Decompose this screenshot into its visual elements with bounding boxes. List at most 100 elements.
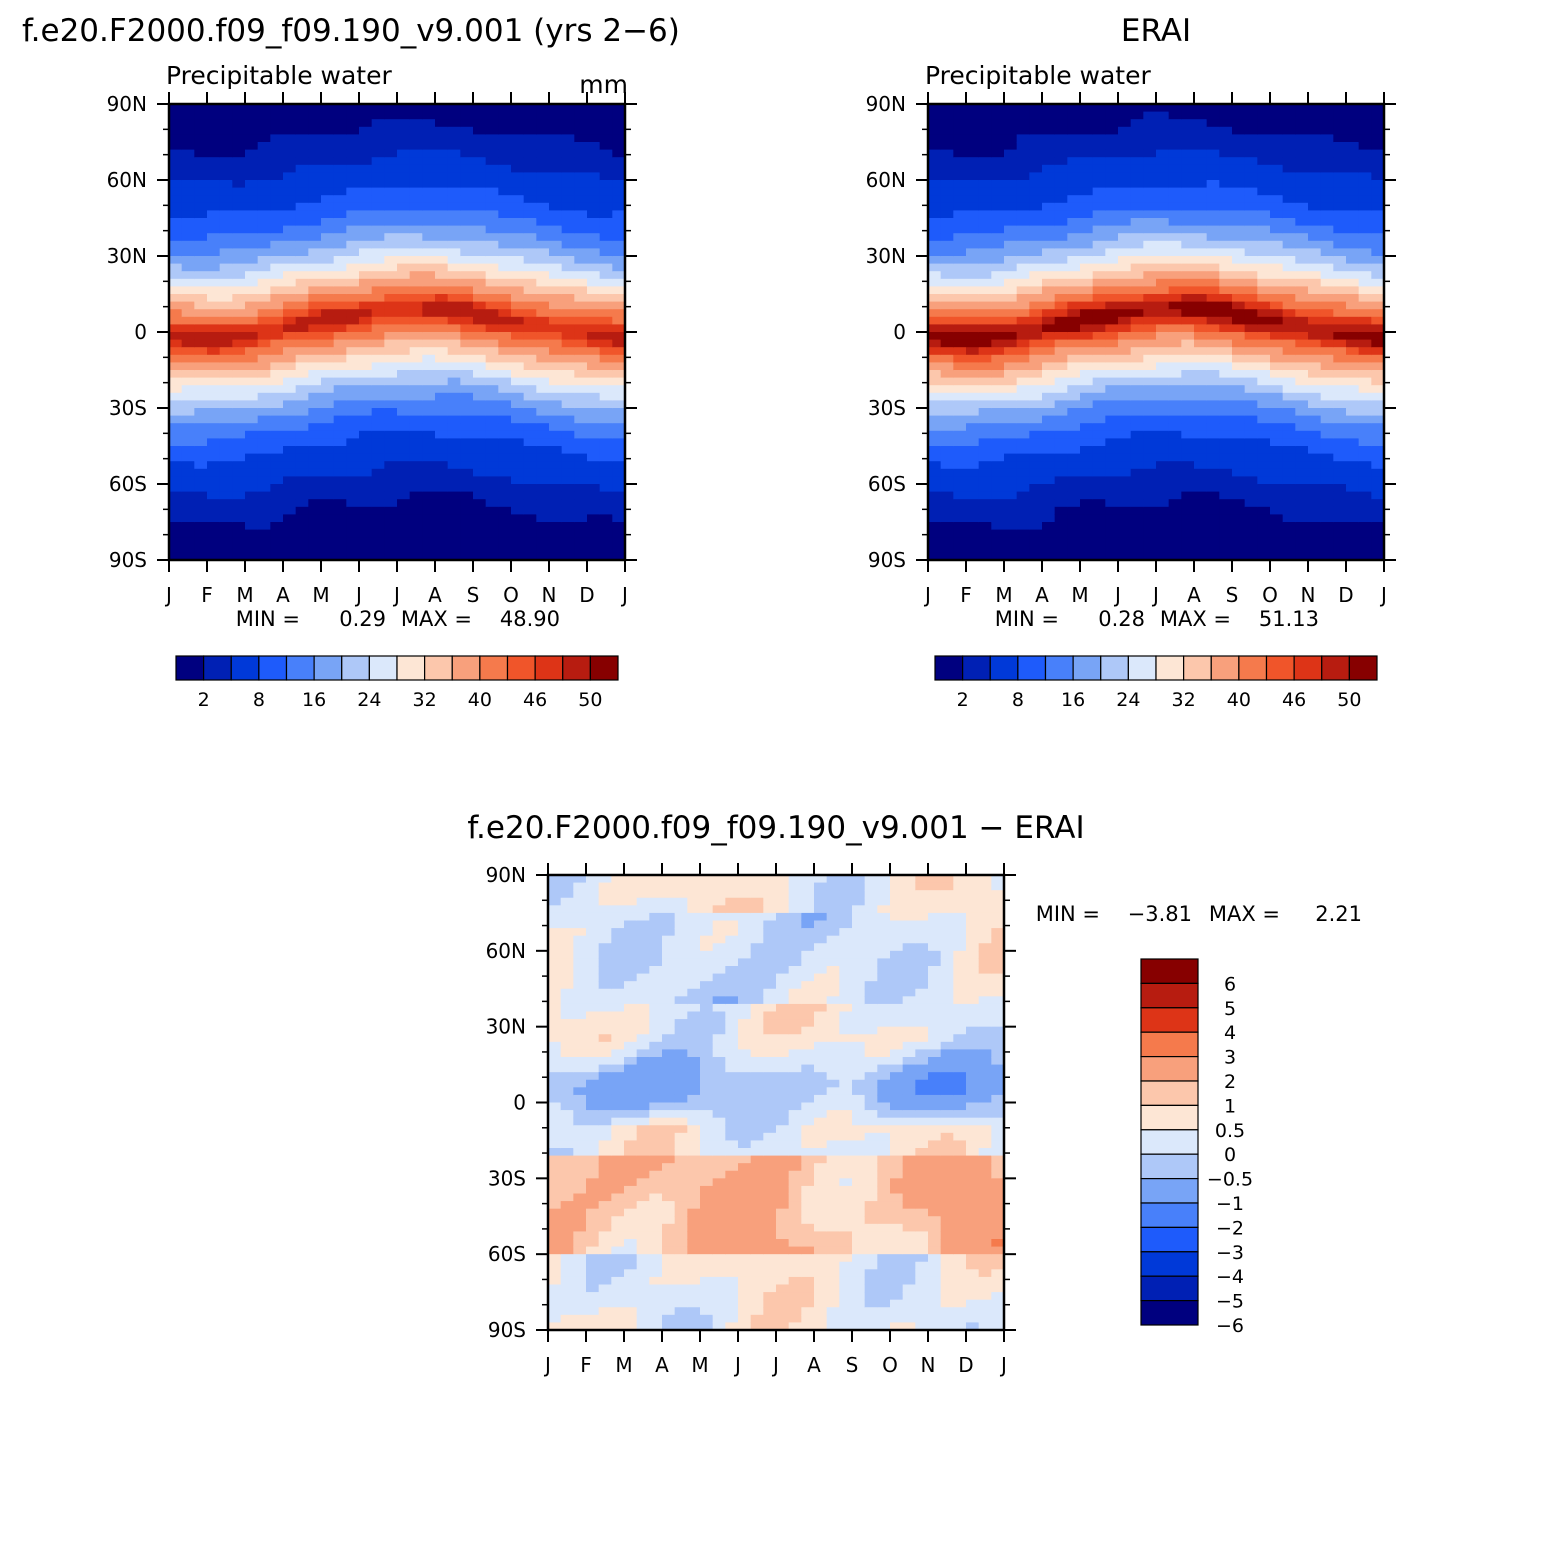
heatmap-cell [1371, 278, 1385, 287]
heatmap-cell [1168, 332, 1182, 341]
heatmap-cell [1181, 256, 1195, 265]
heatmap-cell [511, 453, 525, 462]
heatmap-cell [548, 1307, 562, 1316]
heatmap-cell [978, 233, 992, 242]
heatmap-cell [1371, 309, 1385, 318]
heatmap-cell [181, 172, 195, 181]
heatmap-cell [1295, 438, 1309, 447]
heatmap-cell [612, 301, 626, 310]
heatmap-cell [1194, 180, 1208, 189]
heatmap-cell [1282, 537, 1296, 546]
heatmap-cell [1295, 514, 1309, 523]
heatmap-cell [308, 461, 322, 470]
heatmap-cell [561, 256, 575, 265]
heatmap-cell [207, 294, 221, 303]
heatmap-cell [219, 195, 233, 204]
heatmap-cell [1320, 256, 1334, 265]
heatmap-cell [1168, 446, 1182, 455]
heatmap-cell [1029, 468, 1043, 477]
heatmap-cell [523, 195, 537, 204]
heatmap-cell [991, 392, 1005, 401]
heatmap-cell [460, 225, 474, 234]
heatmap-cell [232, 164, 246, 173]
heatmap-cell [1118, 286, 1132, 295]
heatmap-cell [308, 187, 322, 196]
heatmap-cell [181, 294, 195, 303]
heatmap-cell [1130, 423, 1144, 432]
heatmap-cell [1168, 164, 1182, 173]
heatmap-cell [1181, 202, 1195, 211]
heatmap-cell [460, 354, 474, 363]
heatmap-cell [966, 491, 980, 500]
heatmap-cell [587, 240, 601, 249]
heatmap-cell [295, 362, 309, 371]
heatmap-cell [1181, 301, 1195, 310]
heatmap-cell [1067, 476, 1081, 485]
heatmap-cell [295, 453, 309, 462]
heatmap-cell [549, 468, 563, 477]
heatmap-cell [1232, 195, 1246, 204]
heatmap-cell [523, 187, 537, 196]
heatmap-cell [548, 1011, 562, 1020]
heatmap-cell [219, 499, 233, 508]
heatmap-cell [599, 430, 613, 439]
heatmap-cell [1282, 339, 1296, 348]
heatmap-cell [384, 514, 398, 523]
heatmap-cell [384, 256, 398, 265]
heatmap-cell [473, 172, 487, 181]
heatmap-cell [1244, 537, 1258, 546]
heatmap-cell [978, 149, 992, 158]
heatmap-cell [207, 225, 221, 234]
heatmap-cell [624, 1284, 638, 1293]
heatmap-cell [1232, 149, 1246, 158]
heatmap-cell [169, 134, 183, 143]
heatmap-cell [1092, 392, 1106, 401]
heatmap-cell [1358, 400, 1372, 409]
heatmap-cell [928, 316, 942, 325]
heatmap-cell [1092, 316, 1106, 325]
heatmap-cell [1042, 324, 1056, 333]
heatmap-cell [511, 157, 525, 166]
heatmap-cell [1042, 453, 1056, 462]
heatmap-cell [1232, 301, 1246, 310]
heatmap-cell [1320, 522, 1334, 531]
heatmap-cell [1016, 164, 1030, 173]
heatmap-cell [966, 499, 980, 508]
heatmap-cell [321, 491, 335, 500]
heatmap-cell [409, 301, 423, 310]
heatmap-cell [1067, 195, 1081, 204]
heatmap-cell [1308, 187, 1322, 196]
colorbar-label: 32 [1172, 689, 1196, 711]
heatmap-cell [1244, 149, 1258, 158]
heatmap-cell [384, 430, 398, 439]
heatmap-cell [1143, 180, 1157, 189]
heatmap-cell [1346, 430, 1360, 439]
heatmap-cell [612, 195, 626, 204]
colorbar-swatch [562, 655, 591, 681]
heatmap-cell [574, 134, 588, 143]
heatmap-cell [511, 172, 525, 181]
heatmap-cell [194, 134, 208, 143]
heatmap-cell [1092, 484, 1106, 493]
heatmap-cell [181, 392, 195, 401]
heatmap-cell [523, 430, 537, 439]
model-colorbar: 2 8 16 24 32 40 46 50 [175, 655, 619, 711]
heatmap-cell [257, 202, 271, 211]
heatmap-cell [1004, 324, 1018, 333]
heatmap-cell [953, 415, 967, 424]
heatmap-cell [333, 218, 347, 227]
heatmap-cell [346, 438, 360, 447]
heatmap-cell [1168, 294, 1182, 303]
heatmap-cell [560, 943, 574, 952]
heatmap-cell [371, 362, 385, 371]
heatmap-cell [245, 354, 259, 363]
heatmap-cell [346, 392, 360, 401]
heatmap-cell [1219, 491, 1233, 500]
heatmap-cell [1016, 301, 1030, 310]
heatmap-cell [1092, 499, 1106, 508]
heatmap-cell [928, 408, 942, 417]
heatmap-cell [1270, 408, 1284, 417]
heatmap-cell [1016, 499, 1030, 508]
heatmap-cell [371, 423, 385, 432]
heatmap-cell [599, 111, 613, 120]
